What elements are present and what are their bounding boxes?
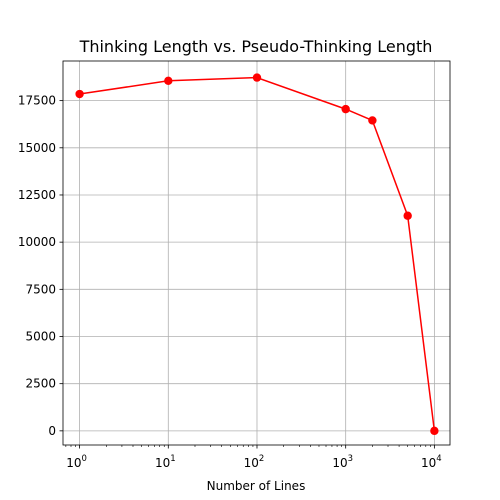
y-tick-label-2: 5000 [25,329,56,343]
data-point-5 [403,211,412,220]
axes-frame [62,60,451,446]
chart-title: Thinking Length vs. Pseudo-Thinking Leng… [79,37,433,56]
x-tick-label-2: 102 [244,454,265,470]
data-point-2 [252,73,262,82]
data-point-1 [164,76,173,86]
y-tick-label-6: 15000 [18,141,56,155]
x-tick-label-0: 100 [66,454,87,470]
y-tick-label-7: 17500 [18,94,56,108]
x-tick-label-4: 104 [421,454,442,470]
plot-frame [62,60,451,446]
data-point-3 [341,104,350,114]
y-tick-label-3: 7500 [25,282,56,296]
y-tick-label-4: 10000 [18,235,56,249]
x-tick-label-1: 101 [155,454,176,470]
series-layer [75,73,439,436]
y-tick-label-0: 0 [48,424,56,438]
data-point-4 [368,116,377,125]
x-axis-label: Number of Lines [207,479,306,493]
data-point-6 [430,426,439,436]
data-point-0 [75,89,84,99]
tick-marks: 100 101 102 103 104 0 2500 5000 7500 10000 12500 15… [18,94,442,470]
y-tick-label-1: 2500 [25,377,56,391]
y-tick-label-5: 12500 [18,188,56,202]
grid-lines [63,61,450,445]
x-tick-label-3: 103 [332,454,353,470]
